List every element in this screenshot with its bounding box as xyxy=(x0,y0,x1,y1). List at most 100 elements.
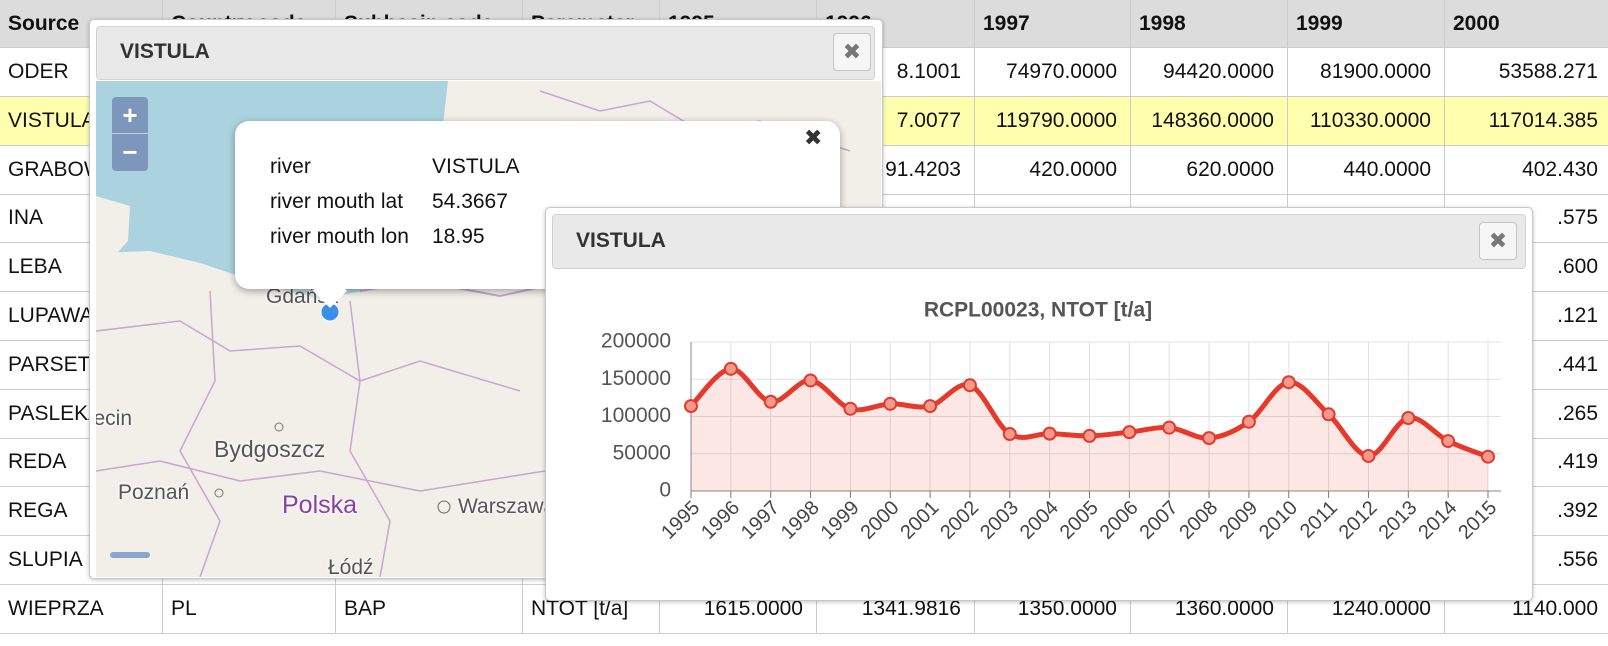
table-cell: 1350.0000 xyxy=(975,584,1131,634)
popup-value: VISTULA xyxy=(432,155,520,178)
x-tick-label: 2007 xyxy=(1135,497,1182,544)
zoom-in-button[interactable]: + xyxy=(112,97,148,134)
point xyxy=(1002,427,1017,442)
table-cell: 1240.0000 xyxy=(1288,584,1445,634)
point xyxy=(962,378,977,393)
x-tick-label: 2011 xyxy=(1296,497,1342,543)
map-label: Szczecin xyxy=(96,407,133,430)
point xyxy=(1162,420,1177,435)
point xyxy=(1281,375,1296,390)
city-dot xyxy=(214,488,224,498)
map-label: Polska xyxy=(282,491,358,519)
y-tick-label: 150000 xyxy=(601,367,671,390)
x-tick-label: 1995 xyxy=(657,497,704,544)
table-cell: 94420.0000 xyxy=(1131,48,1288,97)
table-cell: 74970.0000 xyxy=(975,48,1131,97)
map-label: Łódź xyxy=(328,556,374,577)
point xyxy=(684,399,698,414)
border-line xyxy=(179,290,221,577)
header-cell: 1998 xyxy=(1131,0,1288,48)
header-cell: 1997 xyxy=(975,0,1131,48)
table-cell: BAP xyxy=(336,584,523,634)
point xyxy=(1481,449,1495,464)
table-cell: 420.0000 xyxy=(975,145,1131,195)
land xyxy=(96,196,130,263)
map-title-bar xyxy=(96,26,875,80)
x-tick-label: 2010 xyxy=(1255,497,1302,544)
header-cell: 2000 xyxy=(1445,0,1608,48)
x-tick-label: 2008 xyxy=(1175,497,1222,544)
point xyxy=(1082,428,1097,443)
popup-close-button[interactable]: ✖ xyxy=(804,125,823,150)
x-tick-label: 1998 xyxy=(777,497,824,544)
capital-dot xyxy=(437,500,451,514)
table-cell: 1615.0000 xyxy=(660,584,817,634)
x-tick-label: 2000 xyxy=(856,497,903,544)
x-tick-label: 1999 xyxy=(817,497,864,544)
table-cell: 53588.271 xyxy=(1445,48,1608,97)
map-window-title: VISTULA xyxy=(120,40,210,63)
table-cell: 91.4203 xyxy=(817,145,975,195)
border-line xyxy=(96,320,521,392)
zoom-out-button[interactable]: − xyxy=(122,137,138,167)
point xyxy=(1401,410,1416,425)
city-dot xyxy=(274,422,284,432)
map-label: Warszawa xyxy=(458,495,556,518)
map-label: Poznań xyxy=(118,481,190,504)
table-cell: 119790.0000 xyxy=(975,96,1131,146)
area xyxy=(691,368,1488,491)
y-tick-label: 50000 xyxy=(613,441,671,464)
point xyxy=(883,396,898,411)
map-label: Bydgoszcz xyxy=(214,436,326,462)
point xyxy=(803,373,818,388)
table-cell: 1341.9816 xyxy=(817,584,975,634)
point xyxy=(1202,431,1217,446)
border-line xyxy=(349,300,391,577)
point xyxy=(723,361,738,376)
x-tick-label: 2003 xyxy=(976,497,1023,544)
chart-title: RCPL00023, NTOT [t/a] xyxy=(924,299,1152,322)
x-tick-label: 2002 xyxy=(936,497,983,544)
table-cell: 110330.0000 xyxy=(1288,96,1445,146)
point xyxy=(763,394,778,409)
table-cell: WIEPRZA xyxy=(0,584,163,634)
x-tick-label: 2005 xyxy=(1056,497,1103,544)
point xyxy=(1361,448,1376,463)
table-cell: 148360.0000 xyxy=(1131,96,1288,146)
map-close-button[interactable]: ✖ xyxy=(833,33,871,71)
x-tick-label: 2001 xyxy=(896,497,943,544)
table-cell: PL xyxy=(163,584,336,634)
chart-close-button[interactable]: ✖ xyxy=(1479,222,1517,260)
zoom-control xyxy=(112,97,148,171)
popup-key: river mouth lat xyxy=(270,190,404,213)
table-cell: 1140.000 xyxy=(1445,585,1608,634)
popup-value: 18.95 xyxy=(432,225,485,248)
y-tick-label: 0 xyxy=(659,479,671,502)
x-tick-label: 2006 xyxy=(1096,497,1143,544)
point xyxy=(843,401,858,416)
point xyxy=(1321,407,1336,422)
point xyxy=(1441,434,1456,449)
chart: RCPL00023, NTOT [t/a] 199519961997199819… xyxy=(601,299,1501,544)
table-cell: 440.0000 xyxy=(1288,145,1445,195)
table-cell: 117014.385 xyxy=(1445,96,1608,146)
x-tick-label: 2015 xyxy=(1454,497,1501,544)
popup-value: 54.3667 xyxy=(432,190,508,213)
table-cell: 1360.0000 xyxy=(1131,584,1288,634)
table-cell: 8.1001 xyxy=(817,48,975,97)
x-tick-label: 2012 xyxy=(1335,497,1382,544)
table-cell: NTOT [t/a] xyxy=(523,584,660,634)
table-cell: 402.430 xyxy=(1445,146,1608,195)
x-tick-label: 2013 xyxy=(1375,497,1422,544)
x-tick-label: 2004 xyxy=(1016,497,1063,544)
point xyxy=(1122,425,1137,440)
point xyxy=(1241,414,1256,429)
chart-title-bar xyxy=(552,214,1526,269)
point xyxy=(923,399,938,414)
table-cell: 620.0000 xyxy=(1131,145,1288,195)
x-tick-label: 2014 xyxy=(1414,497,1461,544)
point xyxy=(1042,426,1057,441)
x-tick-label: 1996 xyxy=(697,497,744,544)
y-tick-label: 100000 xyxy=(601,404,671,427)
